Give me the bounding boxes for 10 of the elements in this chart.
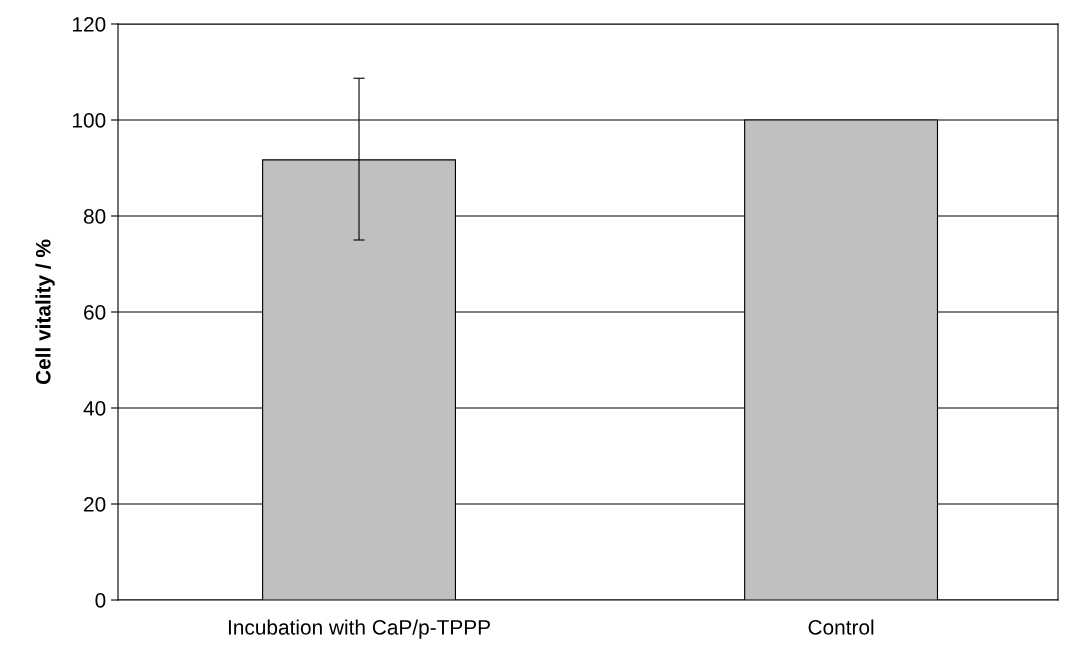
y-tick-label: 120 (73, 17, 106, 32)
x-tick-label: Control (808, 619, 874, 635)
y-tick-label: 0 (95, 593, 106, 608)
y-axis-title: Cell vitality / % (35, 239, 55, 385)
y-tick-label: 20 (84, 497, 106, 512)
y-tick-label: 40 (83, 401, 106, 416)
y-tick-label: 60 (84, 305, 106, 320)
y-tick-label: 80 (83, 209, 106, 224)
x-tick-label: Incubation with CaP/p-TPPP (228, 619, 490, 639)
y-tick-label: 100 (73, 113, 106, 128)
